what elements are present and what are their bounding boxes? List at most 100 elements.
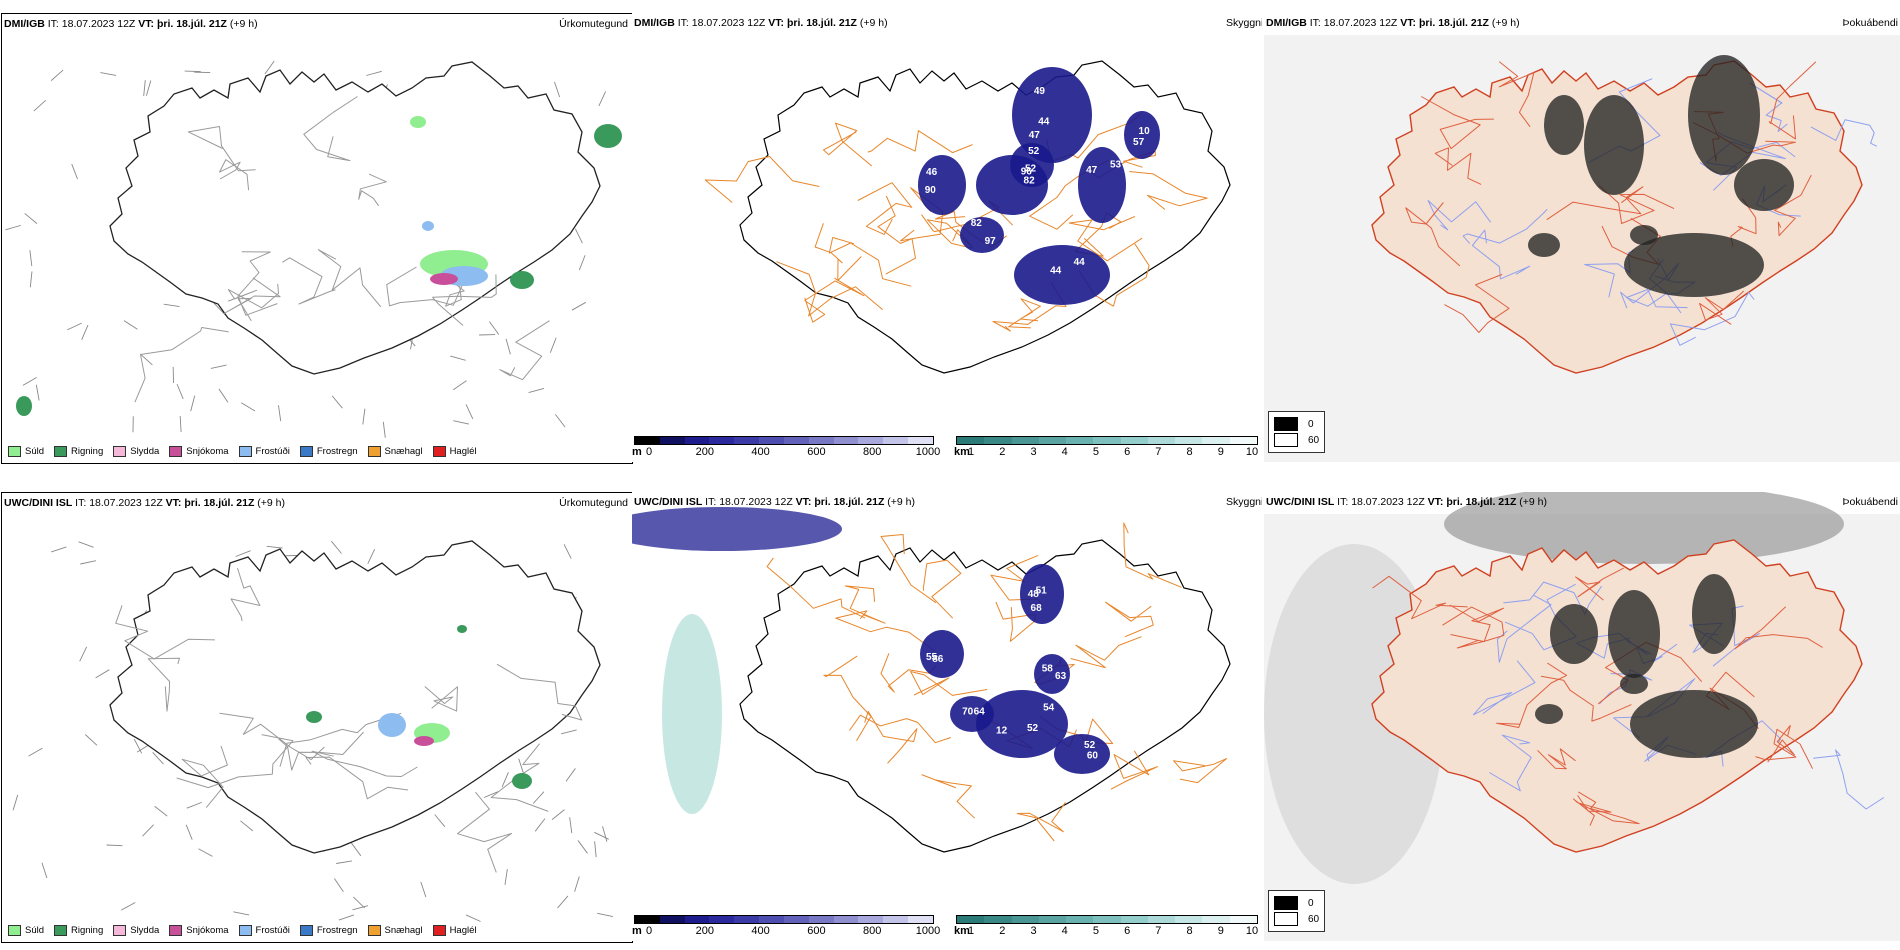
- colorbar-cell: [1011, 437, 1039, 444]
- fog-legend-label: 60: [1308, 434, 1320, 446]
- visibility-label: 55: [926, 652, 938, 663]
- colorbar-unit: km: [954, 925, 970, 937]
- colorbar-cell: [1038, 437, 1067, 444]
- legend-label: Snjókoma: [186, 446, 229, 457]
- colorbar-tick-label: 1000: [915, 925, 941, 937]
- legend-item: Haglél: [432, 446, 477, 457]
- fog-legend: 0 60: [1268, 890, 1326, 932]
- legend-swatch: [169, 446, 183, 457]
- visibility-panel-row2: UWC/DINI ISL IT: 18.07.2023 12Z VT: þri.…: [632, 492, 1262, 941]
- colorbar-cell: [808, 916, 834, 923]
- iceland-visibility-map: 68 52 70 86 63 52 48 54 64 55 58 60 51 12: [632, 507, 1231, 853]
- colorbar-cell: [709, 916, 735, 923]
- visibility-label: 44: [1074, 257, 1086, 268]
- legend-label: Haglél: [449, 446, 477, 457]
- colorbar-tick-label: 3: [1030, 925, 1037, 937]
- colorbar-tick-label: 7: [1155, 446, 1162, 458]
- visibility-colorbar: km 1 2 3 4 5 6 7 8 9 10: [954, 915, 1259, 938]
- legend-swatch: [169, 925, 183, 936]
- colorbar-tick-label: 9: [1217, 446, 1224, 458]
- visibility-label: 97: [985, 236, 997, 247]
- visibility-label: 51: [1036, 586, 1048, 597]
- visibility-label: 68: [1031, 603, 1043, 614]
- fog-legend-swatch: [1274, 433, 1298, 447]
- fog-legend-row: 0: [1274, 417, 1319, 431]
- visibility-label: 86: [932, 654, 944, 665]
- colorbar-cell: [783, 437, 809, 444]
- colorbar-cell: [984, 916, 1012, 923]
- visibility-label: 60: [1087, 750, 1099, 761]
- legend-swatch: [367, 925, 381, 936]
- colorbar-cell: [759, 437, 784, 444]
- visibility-colorbar: km 1 2 3 4 5 6 7 8 9 10: [954, 436, 1258, 459]
- legend-label: Frostregn: [316, 446, 358, 457]
- colorbar-tick-label: 1: [968, 446, 975, 458]
- iceland-precip-map: [12, 540, 613, 922]
- visibility-label: 47: [1086, 165, 1098, 176]
- legend-label: Súld: [25, 446, 45, 457]
- iceland-precip-map: [5, 60, 622, 438]
- visibility-label: 48: [1028, 589, 1040, 600]
- colorbar-cell: [635, 916, 660, 923]
- colorbar-unit: m: [632, 446, 642, 458]
- legend-item: Rigning: [54, 925, 103, 936]
- visibility-label: 96: [1021, 167, 1033, 178]
- colorbar-cell: [1093, 916, 1121, 923]
- colorbar-cell: [1202, 916, 1230, 923]
- fog-panel-row1: DMI/IGB IT: 18.07.2023 12Z VT: þri. 18.j…: [1264, 13, 1900, 462]
- colorbar-unit: m: [632, 925, 642, 937]
- legend-item: Frostregn: [299, 925, 358, 936]
- visibility-label: 49: [1034, 86, 1046, 97]
- colorbar-tick-label: 3: [1030, 446, 1037, 458]
- legend-label: Frostúði: [255, 446, 290, 457]
- legend-label: Slydda: [130, 446, 160, 457]
- colorbar-cell: [858, 916, 884, 923]
- colorbar-tick-label: 800: [863, 925, 882, 937]
- legend-label: Haglél: [449, 925, 477, 936]
- legend-swatch: [299, 925, 313, 936]
- legend-item: Slydda: [113, 446, 159, 457]
- colorbar-cell: [883, 437, 909, 444]
- colorbar-cell: [1147, 437, 1176, 444]
- colorbar-cell: [759, 916, 784, 923]
- fog-panel-row2: UWC/DINI ISL IT: 18.07.2023 12Z VT: þri.…: [1264, 492, 1900, 941]
- panel-header: UWC/DINI ISL IT: 18.07.2023 12Z VT: þri.…: [1266, 496, 1548, 508]
- legend-swatch: [54, 446, 68, 457]
- colorbar-cell: [1011, 916, 1039, 923]
- visibility-label: 44: [1050, 265, 1062, 276]
- colorbar-cell: [1229, 916, 1257, 923]
- colorbar-cell: [1093, 437, 1121, 444]
- colorbar-tick-label: 5: [1092, 925, 1099, 937]
- colorbar-tick-label: 200: [695, 925, 714, 937]
- fog-legend-swatch: [1274, 417, 1298, 431]
- visibility-label: 44: [1038, 117, 1050, 128]
- colorbar-cell: [1229, 437, 1257, 444]
- precip-type-panel-row2: UWC/DINI ISL IT: 18.07.2023 12Z VT: þri.…: [1, 492, 633, 943]
- colorbar-cell: [957, 916, 985, 923]
- colorbar-cell: [1175, 437, 1203, 444]
- colorbar-tick-label: 10: [1245, 925, 1259, 937]
- fog-legend-swatch: [1274, 912, 1298, 926]
- precip-type-panel-row1: DMI/IGB IT: 18.07.2023 12Z VT: þri. 18.j…: [1, 13, 633, 464]
- colorbar-cell: [1038, 916, 1067, 923]
- legend-item: Haglél: [432, 925, 477, 936]
- legend-label: Snæhagl: [384, 925, 423, 936]
- visibility-label: 53: [1110, 160, 1122, 171]
- colorbar-cell: [833, 916, 859, 923]
- visibility-label: 57: [1133, 137, 1145, 148]
- iceland-fog-map: [1264, 492, 1900, 941]
- colorbar-tick-label: 200: [695, 446, 714, 458]
- colorbar-cell: [734, 437, 760, 444]
- panel-title: Skyggni: [1226, 17, 1262, 29]
- visibility-label: 64: [974, 707, 986, 718]
- iceland-fog-map: [1264, 35, 1900, 462]
- legend-swatch: [8, 446, 21, 457]
- colorbar-cell: [908, 437, 933, 444]
- legend-label: Snjókoma: [186, 925, 229, 936]
- colorbar-cell: [883, 916, 909, 923]
- colorbar-tick-label: 800: [863, 446, 882, 458]
- visibility-label: 82: [971, 218, 983, 229]
- fog-legend-row: 0: [1274, 896, 1319, 910]
- panel-header: DMI/IGB IT: 18.07.2023 12Z VT: þri. 18.j…: [634, 17, 888, 29]
- fog-legend: 0 60: [1268, 411, 1326, 453]
